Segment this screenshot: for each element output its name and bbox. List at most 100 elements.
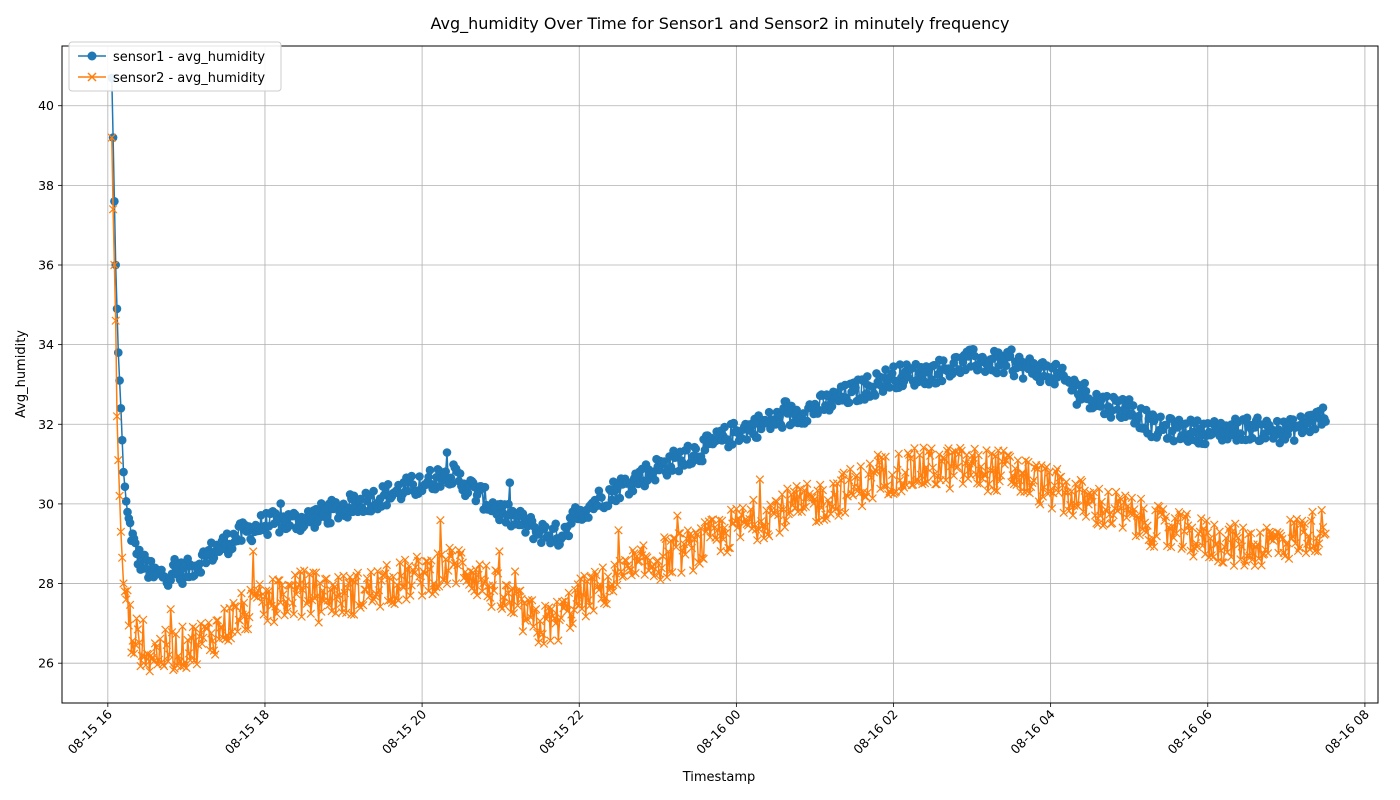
data-point xyxy=(1318,522,1328,532)
data-point xyxy=(324,600,334,610)
data-point xyxy=(463,488,473,498)
data-point xyxy=(1013,456,1023,465)
series-markers-1 xyxy=(107,73,1330,590)
data-point xyxy=(116,404,126,413)
data-point xyxy=(869,468,879,477)
data-point xyxy=(394,596,403,605)
data-point xyxy=(470,586,479,596)
x-tick-label: 08-15 18 xyxy=(222,706,272,756)
data-point xyxy=(1054,488,1063,497)
x-tick-label: 08-15 16 xyxy=(65,706,115,756)
data-point xyxy=(217,622,227,632)
data-point xyxy=(111,316,120,325)
data-point xyxy=(967,451,977,460)
data-point xyxy=(372,589,381,599)
data-point xyxy=(204,618,213,628)
data-point xyxy=(542,614,551,624)
data-point xyxy=(992,368,1002,378)
data-point xyxy=(1050,379,1059,389)
data-point xyxy=(392,580,402,590)
data-point xyxy=(493,569,503,578)
data-point xyxy=(573,580,583,589)
data-point xyxy=(163,657,173,666)
data-point xyxy=(309,568,318,577)
data-point xyxy=(775,412,784,422)
data-point xyxy=(138,615,148,625)
data-point xyxy=(187,633,196,643)
data-point xyxy=(480,482,490,492)
data-point xyxy=(657,563,666,573)
data-point xyxy=(335,590,344,600)
data-point xyxy=(1001,361,1011,371)
data-point xyxy=(715,515,724,525)
data-point xyxy=(285,521,295,530)
data-point xyxy=(279,590,288,599)
data-point xyxy=(1139,504,1148,513)
data-point xyxy=(957,446,966,456)
data-point xyxy=(758,521,767,531)
data-point xyxy=(108,133,118,142)
data-point xyxy=(489,586,499,595)
data-point xyxy=(318,586,327,595)
data-point xyxy=(455,469,465,478)
data-point xyxy=(262,586,271,595)
data-point xyxy=(290,510,300,519)
data-point xyxy=(576,574,585,583)
data-point xyxy=(1190,543,1199,553)
data-point xyxy=(856,462,866,471)
data-point xyxy=(237,588,246,598)
data-point xyxy=(1314,539,1324,548)
data-point xyxy=(783,484,792,493)
data-point xyxy=(165,650,174,659)
data-point xyxy=(939,356,948,365)
data-point xyxy=(374,586,384,595)
data-point xyxy=(166,575,175,585)
data-point xyxy=(970,351,979,361)
y-tick-label: 30 xyxy=(38,496,54,511)
data-point xyxy=(1134,513,1143,522)
data-point xyxy=(212,616,221,625)
plot-frame xyxy=(61,45,1379,704)
data-point xyxy=(935,450,944,459)
data-point xyxy=(115,491,124,501)
data-point xyxy=(830,490,839,500)
data-point xyxy=(264,586,274,596)
data-point xyxy=(1037,461,1046,470)
data-point xyxy=(271,602,280,611)
data-point xyxy=(746,505,756,514)
data-point xyxy=(1024,457,1033,467)
data-point xyxy=(872,467,881,477)
data-point xyxy=(1210,520,1219,529)
data-point xyxy=(190,571,199,580)
data-point xyxy=(495,547,504,556)
data-point xyxy=(1003,451,1012,460)
data-point xyxy=(878,465,888,475)
data-point xyxy=(1186,546,1195,555)
data-point xyxy=(369,486,378,496)
data-point xyxy=(554,636,563,645)
data-point xyxy=(1047,504,1057,513)
data-point xyxy=(969,345,978,354)
data-point xyxy=(628,486,638,496)
data-point xyxy=(425,465,435,475)
data-point xyxy=(281,597,291,606)
data-point xyxy=(1093,520,1103,529)
data-point xyxy=(1238,523,1248,532)
data-point xyxy=(785,508,795,517)
data-point xyxy=(712,535,721,545)
data-point xyxy=(1250,423,1260,432)
data-point xyxy=(724,543,733,553)
data-point xyxy=(1305,545,1315,554)
data-point xyxy=(1058,480,1067,490)
data-point xyxy=(1156,412,1165,422)
data-point xyxy=(923,477,932,487)
data-point xyxy=(298,585,308,595)
data-point xyxy=(1029,358,1038,368)
data-point xyxy=(860,492,869,501)
data-point xyxy=(719,535,728,544)
data-point xyxy=(653,556,663,565)
data-point xyxy=(377,576,386,585)
data-point xyxy=(976,462,986,471)
data-point xyxy=(488,581,498,590)
data-point xyxy=(432,582,441,592)
